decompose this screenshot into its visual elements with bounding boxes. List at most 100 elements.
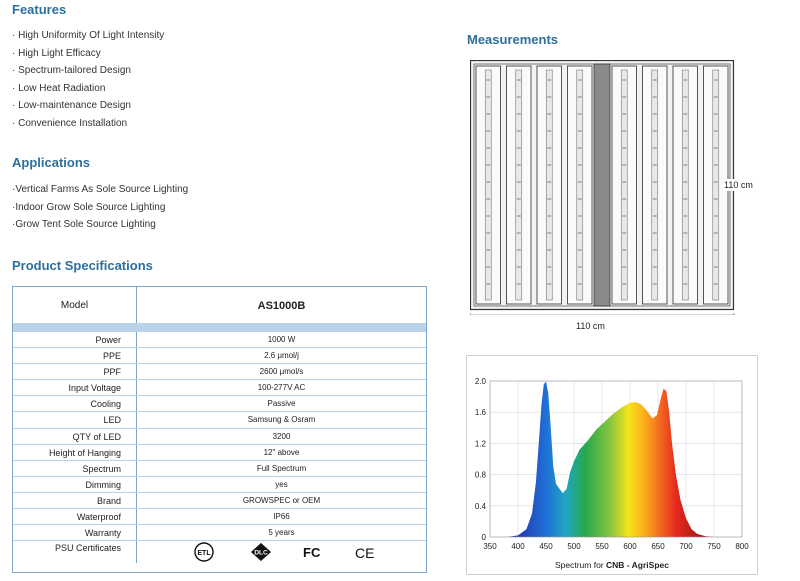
chart-xlabel-prefix: Spectrum for: [554, 560, 607, 570]
height-dimension: 110 cm: [724, 179, 753, 191]
model-row: Model AS1000B: [13, 287, 426, 324]
features-heading: Features: [12, 2, 67, 17]
table-header-band: [13, 323, 426, 332]
spec-value: 1000 W: [267, 335, 296, 344]
measurements-heading: Measurements: [467, 32, 559, 47]
spec-label: PPE: [13, 348, 137, 364]
spec-label: Warranty: [13, 525, 137, 541]
spectrum-chart: 350 400 450 500 550 600 650 700 750 800 0 0.4 0.8 1.2…: [466, 355, 758, 575]
spec-value: 2.6 μmol/j: [264, 351, 299, 361]
feature-item: · High Uniformity Of Light Intensity: [12, 30, 165, 41]
x-tick-label: 550: [595, 542, 609, 551]
spec-value: Passive: [267, 399, 296, 409]
cert-label: PSU Certificates: [13, 541, 137, 564]
spec-value: IP66: [273, 512, 290, 522]
fixture-drawing: [470, 60, 735, 315]
feature-item: · High Light Efficacy: [12, 47, 101, 59]
specs-heading: Product Specifications: [12, 258, 153, 273]
feature-item: · Low-maintenance Design: [12, 100, 131, 111]
spectrum-svg: 350 400 450 500 550 600 650 700 750 800 0 0.4 0.8 1.2…: [475, 377, 749, 551]
spec-value: GROWSPEC or OEM: [242, 495, 321, 505]
application-item: ·Grow Tent Sole Source Lighting: [12, 219, 156, 230]
table-row: PPF 2600 μmol/s: [13, 364, 426, 381]
led-strip: [620, 69, 628, 301]
table-row: Dimming yes: [13, 476, 426, 493]
applications-list: ·Vertical Farms As Sole Source Lighting …: [12, 181, 188, 234]
spec-label: Cooling: [13, 396, 137, 412]
x-tick-label: 700: [679, 542, 693, 551]
x-tick-label: 750: [707, 542, 721, 551]
x-tick-label: 400: [511, 542, 525, 551]
table-row: Brand GROWSPEC or OEM: [13, 492, 426, 510]
spec-value: yes: [275, 479, 288, 489]
led-strip: [651, 69, 659, 301]
table-row: Cooling Passive: [13, 396, 426, 413]
spec-label: QTY of LED: [13, 428, 137, 444]
spec-value: Samsung & Osram: [247, 415, 316, 425]
spec-label: Spectrum: [13, 460, 137, 476]
spec-label: Height of Hanging: [13, 444, 137, 460]
led-strip: [712, 69, 720, 301]
y-tick-label: 0.4: [475, 502, 487, 511]
spec-rows: Power 1000 W PPE 2.6 μmol/j PPF 2600 μmol/s…: [13, 332, 426, 564]
x-tick-label: 500: [567, 542, 581, 551]
fc-mark: FC: [303, 545, 321, 561]
spec-label: LED: [13, 412, 137, 428]
table-row: QTY of LED 3200: [13, 428, 426, 445]
x-tick-label: 600: [623, 542, 637, 551]
y-tick-label: 0.8: [475, 471, 487, 480]
spec-value: 3200: [272, 431, 291, 441]
spec-label: Input Voltage: [13, 380, 137, 396]
feature-item: · Convenience Installation: [12, 117, 128, 129]
spec-value: 5 years: [268, 528, 295, 538]
model-value: AS1000B: [257, 300, 306, 312]
spectrum-area: [506, 381, 731, 537]
table-row: LED Samsung & Osram: [13, 412, 426, 429]
etl-logo: ETL: [194, 542, 214, 562]
y-tick-label: 0: [482, 533, 487, 542]
y-tick-label: 1.2: [475, 439, 487, 448]
chart-xlabel-name: CNB - AgriSpec: [606, 560, 669, 570]
cert-row: PSU Certificates ETL DLC FC CE: [13, 541, 426, 564]
dlc-logo: DLC: [251, 543, 271, 562]
x-tick-label: 800: [735, 542, 749, 551]
spec-value: 100-277V AC: [257, 383, 306, 393]
x-tick-label: 450: [539, 542, 553, 551]
led-strip: [576, 69, 584, 301]
dlc-text: DLC: [254, 550, 268, 557]
spec-label: Power: [13, 332, 137, 348]
x-tick-label: 650: [651, 542, 665, 551]
table-row: Spectrum Full Spectrum: [13, 460, 426, 477]
table-row: Height of Hanging 12" above: [13, 444, 426, 461]
led-strip: [681, 69, 689, 301]
features-list: · High Uniformity Of Light Intensity · H…: [12, 27, 164, 132]
x-tick-label: 350: [483, 542, 497, 551]
led-strip: [484, 69, 492, 301]
spec-label: Dimming: [13, 476, 137, 492]
led-strip: [515, 69, 523, 301]
table-row: Waterproof IP66: [13, 509, 426, 526]
applications-heading: Applications: [12, 155, 91, 170]
etl-text: ETL: [197, 550, 211, 557]
ce-mark: CE: [355, 545, 375, 562]
chart-xlabel: Spectrum for CNB - AgriSpec: [467, 560, 757, 570]
table-row: Input Voltage 100-277V AC: [13, 380, 426, 397]
table-row: PPE 2.6 μmol/j: [13, 348, 426, 365]
table-row: Warranty 5 years: [13, 525, 426, 542]
plot-frame: [489, 380, 743, 538]
feature-item: · Spectrum-tailored Design: [12, 65, 131, 76]
model-label: Model: [13, 287, 137, 323]
spec-value: Full Spectrum: [256, 463, 307, 473]
feature-item: · Low Heat Radiation: [12, 82, 106, 94]
spec-table: Model AS1000B Power 1000 W PPE 2.6 μmol/j …: [12, 286, 427, 573]
width-dimension: 110 cm: [576, 321, 605, 331]
spec-label: Brand: [13, 492, 137, 509]
application-item: ·Indoor Grow Sole Source Lighting: [12, 201, 166, 213]
spec-label: PPF: [13, 364, 137, 380]
spec-label: Waterproof: [13, 509, 137, 525]
application-item: ·Vertical Farms As Sole Source Lighting: [12, 184, 189, 195]
cert-logos: ETL DLC FC CE: [137, 541, 426, 563]
y-tick-label: 2.0: [475, 377, 487, 386]
table-row: Power 1000 W: [13, 332, 426, 349]
y-tick-label: 1.6: [475, 408, 487, 417]
